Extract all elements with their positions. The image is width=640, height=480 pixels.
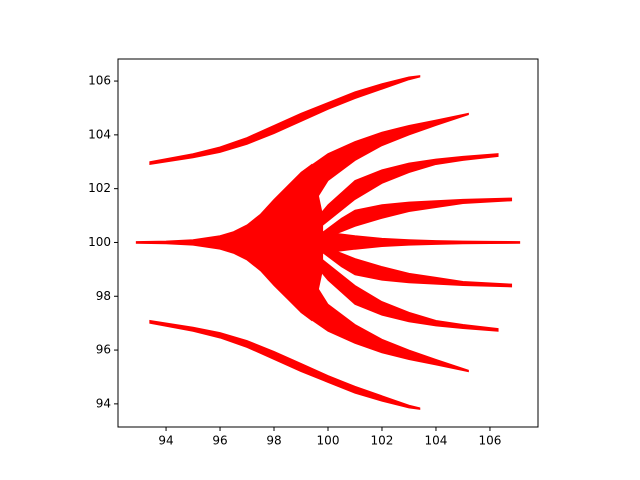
band xyxy=(322,231,521,254)
y-tick-label: 104 xyxy=(88,127,111,141)
band xyxy=(300,273,469,373)
band xyxy=(319,244,513,288)
band xyxy=(149,75,421,166)
x-tick-label: 96 xyxy=(212,434,227,448)
band xyxy=(319,197,513,241)
y-tick-label: 94 xyxy=(96,396,111,410)
y-tick-label: 96 xyxy=(96,343,111,357)
x-tick-label: 100 xyxy=(317,434,340,448)
band xyxy=(300,112,469,212)
y-tick-label: 102 xyxy=(88,181,111,195)
x-tick-label: 98 xyxy=(266,434,281,448)
x-tick-label: 106 xyxy=(479,434,502,448)
band xyxy=(314,153,499,233)
y-tick-label: 100 xyxy=(88,235,111,249)
x-tick-label: 102 xyxy=(371,434,394,448)
band xyxy=(149,319,421,410)
band xyxy=(314,252,499,332)
x-tick-label: 104 xyxy=(425,434,448,448)
x-tick-label: 94 xyxy=(158,434,173,448)
y-tick-label: 98 xyxy=(96,289,111,303)
y-tick-label: 106 xyxy=(88,74,111,88)
